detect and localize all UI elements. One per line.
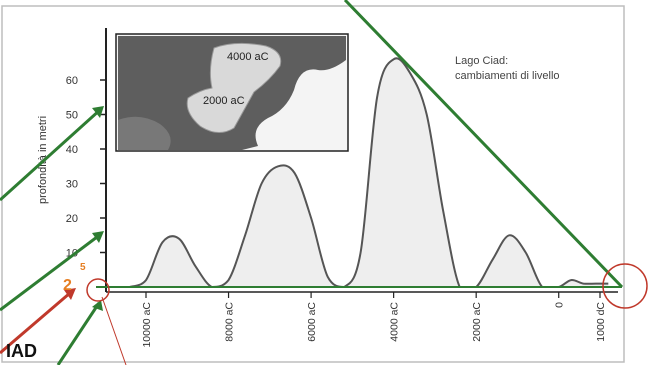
x-tick-label: 4000 aC [389, 302, 401, 342]
x-tick-label: 2000 aC [471, 302, 483, 342]
green-arrowhead-2 [92, 231, 104, 243]
y-tick-label: 50 [66, 110, 78, 122]
green-arrowhead-3 [92, 300, 103, 311]
x-tick-label: 6000 aC [306, 302, 318, 342]
y-tick-label: 20 [66, 213, 78, 225]
green-arrow-1 [0, 107, 103, 202]
inset-label-4000: 4000 aC [227, 51, 269, 63]
x-tick-label: 0 [554, 302, 566, 308]
annotation-green-diagonal [343, 0, 624, 289]
green-arrow-3 [56, 302, 101, 365]
annotation-green-arrows [0, 107, 103, 365]
y-tick-label: 30 [66, 179, 78, 191]
annotation-orange-2: 2 [63, 277, 72, 294]
y-tick-label: 60 [66, 75, 78, 87]
inset-shadow [118, 116, 171, 150]
x-tick-label: 8000 aC [224, 302, 236, 342]
green-arrow-2 [0, 232, 102, 312]
bottom-left-text: IAD [6, 341, 37, 361]
x-tick-label: 1000 dC [595, 302, 607, 342]
annotation-orange-5: 5 [80, 262, 86, 273]
annotation-red-pointer [101, 296, 127, 365]
y-tick-label: 40 [66, 144, 78, 156]
inset-map: 4000 aC 2000 aC [115, 33, 349, 152]
annotation-red-arrow [0, 291, 71, 355]
data-area [129, 58, 609, 287]
inset-label-2000: 2000 aC [203, 95, 245, 107]
annotation-green-arrowheads [92, 106, 104, 311]
inset-lake [186, 42, 282, 133]
annotation-red-circle-left [86, 278, 110, 302]
chart-title: Lago Ciad: cambiamenti di livello [455, 55, 560, 82]
annotation-red-arrowhead [64, 288, 76, 300]
green-arrowhead-1 [92, 106, 104, 118]
annotation-red-circle-right [602, 263, 648, 309]
x-ticks: 10000 aC 8000 aC 6000 aC 4000 aC 2000 aC 0 100… [141, 292, 607, 348]
x-tick-label: 10000 aC [141, 302, 153, 348]
